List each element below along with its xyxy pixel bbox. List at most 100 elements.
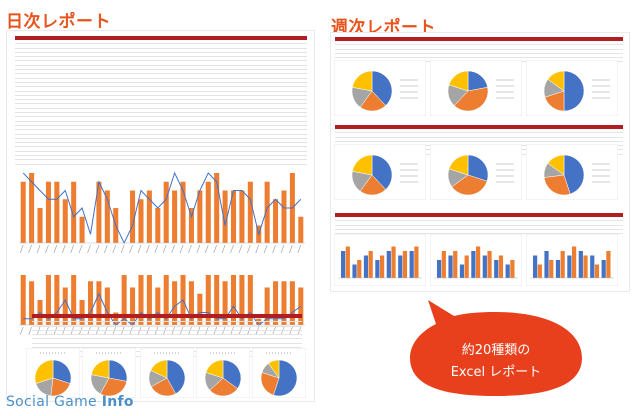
- table-header: [15, 36, 307, 40]
- bar: [549, 260, 554, 278]
- tick-label: [146, 326, 150, 336]
- table-row: [15, 74, 307, 79]
- bar: [96, 281, 102, 325]
- bar: [402, 251, 408, 278]
- tick-label: [95, 244, 100, 254]
- bar: [464, 255, 469, 278]
- bar: [380, 255, 385, 278]
- tick-label: [53, 244, 58, 254]
- pie-slice: [222, 359, 242, 389]
- tick-label: [53, 326, 58, 336]
- tick-label: [221, 326, 226, 336]
- bar: [37, 208, 43, 243]
- weekly-pie-card: [430, 60, 522, 116]
- pie-slice: [547, 70, 565, 92]
- bar: [572, 246, 577, 278]
- bar: [87, 281, 94, 325]
- table-row: [335, 129, 623, 134]
- table-header: [335, 125, 623, 129]
- bar: [20, 275, 26, 325]
- table-row: [335, 50, 623, 54]
- bar: [441, 251, 446, 278]
- tick-label: [179, 326, 184, 336]
- bar: [298, 216, 304, 243]
- weekly-pie-card: [334, 60, 426, 116]
- bar: [155, 287, 161, 325]
- weekly-table-1: [335, 37, 623, 63]
- bar: [281, 190, 287, 243]
- tick-label: [204, 244, 209, 254]
- bar: [79, 300, 85, 325]
- table-row: [15, 143, 307, 148]
- table-row: [335, 230, 623, 235]
- bar: [79, 216, 85, 243]
- tick-label: [255, 326, 260, 336]
- tick-label: [87, 326, 91, 336]
- tick-label: [112, 326, 117, 336]
- bar: [459, 264, 465, 278]
- pie-slice: [547, 154, 565, 176]
- tick-label: [171, 244, 175, 254]
- pie-slice: [91, 359, 110, 379]
- weekly-pie-card: [526, 60, 618, 116]
- bar: [205, 275, 211, 325]
- table-row: [32, 318, 302, 323]
- bar: [264, 181, 270, 243]
- bar: [601, 260, 606, 278]
- tick-label: [188, 326, 192, 336]
- bar: [71, 275, 77, 325]
- table-header: [32, 314, 302, 318]
- bar: [197, 293, 203, 325]
- tick-label: [129, 326, 133, 336]
- tick-label: [230, 244, 234, 254]
- table-row: [15, 66, 307, 71]
- bar: [62, 287, 68, 325]
- tick-label: [61, 244, 66, 254]
- tick-label: [78, 244, 83, 254]
- pie-chart-card: [252, 348, 306, 398]
- tick-label: [28, 326, 32, 336]
- tick-label: [280, 326, 285, 336]
- tick-label: [162, 326, 167, 336]
- weekly-bar-card: [526, 234, 618, 286]
- tick-label: [154, 326, 159, 336]
- bar: [138, 199, 144, 243]
- pie-slice: [371, 154, 393, 190]
- bar: [180, 181, 186, 243]
- bar: [54, 181, 60, 243]
- table-row: [15, 130, 307, 135]
- bar: [172, 281, 178, 325]
- bar: [578, 251, 583, 278]
- pie-slice: [273, 359, 298, 397]
- tick-label: [204, 326, 209, 336]
- bar: [29, 281, 35, 325]
- table-row: [15, 70, 307, 75]
- bar: [590, 255, 595, 278]
- table-row: [15, 139, 307, 144]
- table-row: [15, 113, 307, 118]
- bar: [239, 190, 245, 243]
- table-row: [15, 160, 307, 165]
- bar: [345, 246, 350, 278]
- tick-label: [36, 326, 41, 336]
- bar: [239, 275, 245, 325]
- pie-slice: [150, 359, 168, 379]
- tick-label: [230, 326, 234, 336]
- bar: [273, 281, 279, 325]
- pie-slice: [467, 154, 489, 182]
- bar: [197, 190, 203, 243]
- tick-label: [272, 244, 276, 254]
- tick-label: [104, 326, 108, 336]
- bar: [146, 275, 152, 325]
- pie-slice: [166, 359, 186, 395]
- bar: [606, 251, 611, 278]
- table-row: [15, 135, 307, 139]
- tick-label: [297, 326, 302, 336]
- bar: [222, 281, 228, 325]
- tick-label: [95, 326, 100, 336]
- bar: [54, 275, 60, 325]
- pie-slice: [451, 174, 488, 196]
- tick-label: [272, 326, 276, 336]
- table-row: [32, 322, 302, 327]
- bar: [357, 260, 362, 278]
